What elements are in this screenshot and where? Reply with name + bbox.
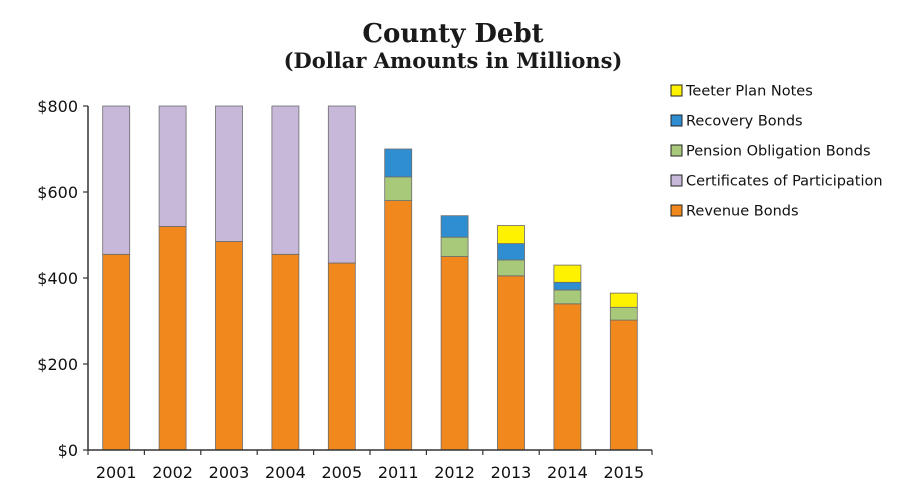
bar-2002-revenue-bonds xyxy=(158,225,187,451)
bar-2004-certificates-of-participation xyxy=(271,105,300,255)
bar-2003-revenue-bonds xyxy=(215,241,243,451)
y-tick-label: $800 xyxy=(37,97,78,116)
bar-2005-certificates-of-participation xyxy=(327,105,356,264)
bar-2012-recovery-bonds xyxy=(440,215,469,238)
x-tick-label: 2002 xyxy=(152,463,193,482)
x-tick-label: 2005 xyxy=(321,463,362,482)
legend-label: Pension Obligation Bonds xyxy=(686,144,871,160)
legend-label: Certificates of Participation xyxy=(686,174,883,190)
legend: Teeter Plan Notes Recovery Bonds Pension O… xyxy=(670,84,883,220)
x-tick-label: 2012 xyxy=(434,463,475,482)
bar-2013-revenue-bonds xyxy=(497,275,525,451)
y-tick-label: $0 xyxy=(58,441,78,460)
legend-swatch xyxy=(670,174,683,187)
bar-2014-revenue-bonds xyxy=(553,303,582,451)
bar-2014-teeter-plan-notes xyxy=(553,264,582,283)
bar-2013-recovery-bonds xyxy=(497,243,525,261)
bar-2015-revenue-bonds xyxy=(609,319,638,451)
legend-swatch xyxy=(670,84,683,97)
x-tick-label: 2001 xyxy=(96,463,137,482)
bar-2015-teeter-plan-notes xyxy=(609,292,638,308)
bar-2002-certificates-of-participation xyxy=(158,105,187,227)
x-tick-label: 2003 xyxy=(209,463,250,482)
bar-2001-revenue-bonds xyxy=(102,253,131,451)
x-tick-label: 2013 xyxy=(491,463,532,482)
y-tick-label: $200 xyxy=(37,355,78,374)
bars-group xyxy=(102,105,638,451)
bar-2015-pension-obligation-bonds xyxy=(609,306,638,321)
bar-2001-certificates-of-participation xyxy=(102,105,131,255)
bar-2014-recovery-bonds xyxy=(553,281,582,291)
bar-2013-teeter-plan-notes xyxy=(497,225,525,245)
x-axis: 2001 2002 2003 2004 2005 2011 2012 2013 2014 2015 xyxy=(87,450,653,482)
x-tick-label: 2015 xyxy=(603,463,644,482)
legend-swatch xyxy=(670,114,683,127)
legend-swatch xyxy=(670,204,683,217)
bar-2011-pension-obligation-bonds xyxy=(384,176,413,201)
y-tick-label: $600 xyxy=(37,183,78,202)
y-axis: $0 $200 $400 $600 $800 xyxy=(37,97,88,460)
bar-2014-pension-obligation-bonds xyxy=(553,289,582,305)
bar-2011-recovery-bonds xyxy=(384,148,413,178)
x-tick-label: 2014 xyxy=(547,463,588,482)
legend-swatch xyxy=(670,144,683,157)
bar-2013-pension-obligation-bonds xyxy=(497,259,525,277)
bar-2005-revenue-bonds xyxy=(327,262,356,451)
bar-2012-pension-obligation-bonds xyxy=(440,236,469,257)
chart-subtitle: (Dollar Amounts in Millions) xyxy=(284,48,623,73)
bar-2011-revenue-bonds xyxy=(384,200,413,451)
bar-2004-revenue-bonds xyxy=(271,253,300,451)
x-tick-label: 2011 xyxy=(378,463,419,482)
bar-2003-certificates-of-participation xyxy=(215,105,243,242)
bar-2012-revenue-bonds xyxy=(440,256,469,451)
y-tick-label: $400 xyxy=(37,269,78,288)
x-tick-label: 2004 xyxy=(265,463,306,482)
legend-label: Recovery Bonds xyxy=(686,114,803,130)
legend-label: Teeter Plan Notes xyxy=(685,84,813,100)
chart-title: County Debt xyxy=(362,19,543,49)
legend-label: Revenue Bonds xyxy=(686,204,799,220)
